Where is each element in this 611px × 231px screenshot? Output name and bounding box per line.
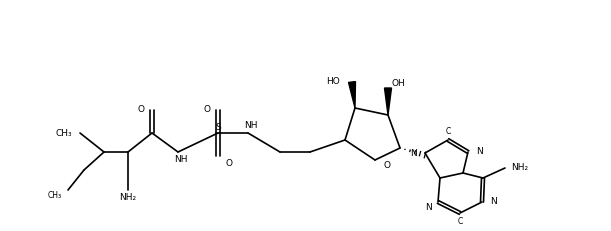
Text: NH₂: NH₂ <box>119 194 137 203</box>
Text: NH: NH <box>244 121 258 130</box>
Text: O: O <box>226 159 233 168</box>
Text: O: O <box>383 161 390 170</box>
Text: NH: NH <box>174 155 188 164</box>
Text: HO: HO <box>326 77 340 86</box>
Text: NH₂: NH₂ <box>511 164 528 173</box>
Polygon shape <box>384 88 392 115</box>
Text: C: C <box>445 128 451 137</box>
Text: CH₃: CH₃ <box>56 128 72 137</box>
Text: O: O <box>203 106 210 115</box>
Text: N: N <box>490 198 497 207</box>
Text: O: O <box>137 106 144 115</box>
Polygon shape <box>348 82 356 108</box>
Text: S: S <box>215 124 221 133</box>
Text: CH₃: CH₃ <box>48 191 62 200</box>
Text: C: C <box>458 216 463 225</box>
Text: N: N <box>410 149 417 158</box>
Text: OH: OH <box>391 79 404 88</box>
Text: N: N <box>425 203 432 212</box>
Text: N: N <box>476 148 483 156</box>
